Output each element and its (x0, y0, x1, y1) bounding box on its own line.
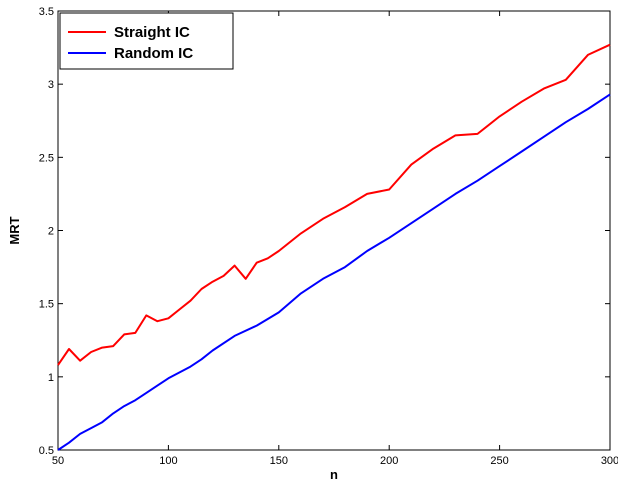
x-tick-label: 150 (270, 455, 288, 467)
y-tick-label: 3 (48, 79, 54, 91)
legend-label-random-ic: Random IC (114, 45, 193, 62)
y-tick-label: 1 (48, 372, 54, 384)
x-tick-label: 250 (490, 455, 508, 467)
y-tick-label: 0.5 (39, 445, 54, 457)
y-tick-label: 3.5 (39, 6, 54, 18)
x-tick-label: 100 (159, 455, 177, 467)
x-tick-label: 300 (601, 455, 618, 467)
y-tick-label: 1.5 (39, 299, 54, 311)
legend-box (59, 12, 234, 70)
series-line-straight-ic (57, 43, 611, 366)
y-axis-label: MRT (7, 216, 22, 244)
legend-label-straight-ic: Straight IC (114, 24, 190, 41)
axis-ticks: 50 100 150 200 250 300 0.5 1 1.5 2 2.5 3 3.5 (39, 6, 618, 467)
x-tick-label: 200 (380, 455, 398, 467)
y-tick-label: 2.5 (39, 152, 54, 164)
y-tick-label: 2 (48, 226, 54, 238)
x-axis-label: n (330, 467, 338, 482)
plot-area (57, 10, 611, 451)
series-lines (57, 43, 611, 451)
series-line-random-ic (57, 93, 611, 451)
legend: Straight IC Random IC (59, 12, 234, 70)
x-tick-label: 50 (52, 455, 64, 467)
